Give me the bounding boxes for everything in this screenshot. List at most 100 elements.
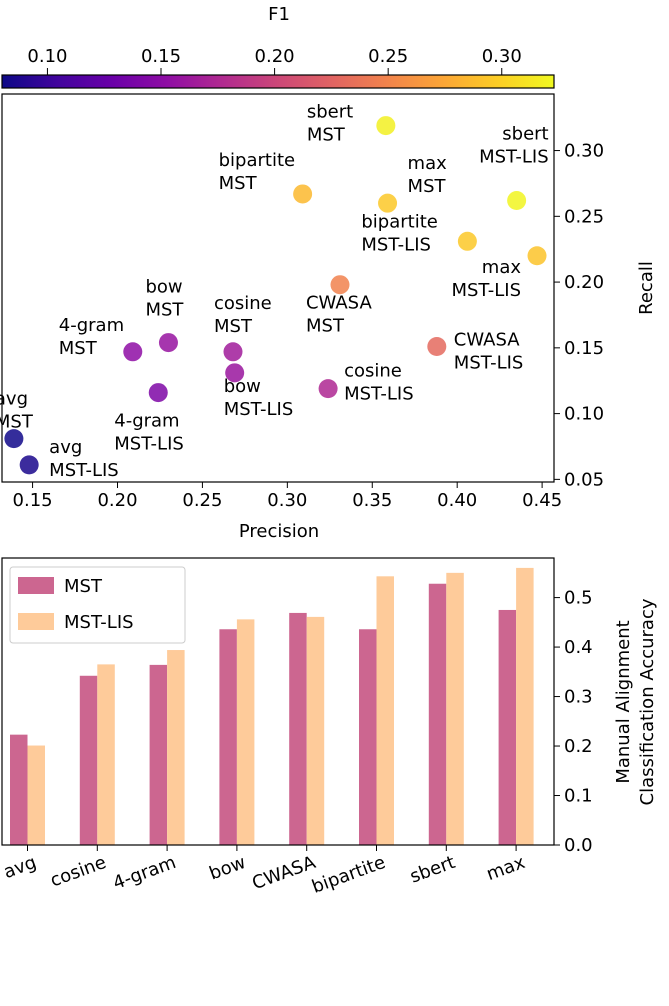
- bar-y-tick-label: 0.5: [564, 588, 593, 609]
- legend-swatch-mst-lis: [18, 613, 54, 630]
- point-label-4-gram-mst-variant: MST: [59, 338, 98, 359]
- point-label-avg-mst-lis-method: avg: [49, 437, 82, 458]
- point-label-bipartite-mst-variant: MST: [219, 173, 258, 194]
- point-label-cwasa-mst-variant: MST: [306, 316, 345, 337]
- legend: MST MST-LIS: [9, 566, 186, 644]
- bar-sbert-mst: [428, 583, 447, 845]
- bar-max-mst-lis: [516, 567, 534, 845]
- bar-y-tick-label: 0.0: [564, 835, 593, 856]
- point-label-bow-mst-method: bow: [145, 277, 182, 298]
- point-label-max-mst-method: max: [408, 153, 448, 174]
- scatter-x-tick-label: 0.45: [522, 490, 562, 511]
- bar-x-tick-label: avg: [1, 852, 39, 883]
- point-label-cosine-mst-method: cosine: [214, 293, 272, 314]
- point-bow-mst: [158, 333, 178, 353]
- point-label-bipartite-mst-lis-variant: MST-LIS: [361, 234, 431, 255]
- point-bipartite-mst-lis: [457, 231, 477, 251]
- point-label-cwasa-mst-method: CWASA: [306, 293, 372, 314]
- point-cwasa-mst-lis: [427, 337, 447, 357]
- bar-avg-mst-lis: [27, 745, 45, 845]
- point-label-max-mst-lis-variant: MST-LIS: [451, 280, 521, 301]
- point-label-sbert-mst-lis-method: sbert: [502, 124, 548, 145]
- point-label-bipartite-mst-lis-method: bipartite: [361, 211, 437, 232]
- bar-bow-mst: [219, 629, 237, 845]
- point-max-mst-lis: [527, 246, 547, 266]
- point-label-cosine-mst-lis-variant: MST-LIS: [344, 384, 414, 405]
- bar-y-axis-label-line-2: Classification Accuracy: [637, 598, 658, 805]
- point-avg-mst-lis: [19, 455, 39, 475]
- scatter-x-tick-label: 0.25: [182, 490, 222, 511]
- bar-bow-mst-lis: [236, 619, 255, 845]
- bar-x-tick-label: max: [484, 852, 528, 885]
- bar-max-mst: [498, 609, 517, 845]
- point-label-avg-mst-method: avg: [0, 389, 28, 410]
- bar-x-tick-label: cosine: [48, 852, 109, 891]
- scatter-y-tick-label: 0.05: [564, 469, 604, 490]
- bar-y-tick-label: 0.2: [564, 736, 593, 757]
- scatter-plot: 0.15 0.20 0.25 0.30 0.35 0.40 0.45 0.05 0.10 0.1…: [0, 93, 657, 542]
- bar-cwasa-mst: [289, 612, 307, 845]
- point-label-4-gram-mst-method: 4-gram: [59, 315, 124, 336]
- legend-swatch-mst: [18, 577, 54, 594]
- point-label-max-mst-lis-method: max: [482, 257, 522, 278]
- scatter-x-tick-label: 0.15: [13, 490, 53, 511]
- colorbar-tick-label: 0.10: [27, 46, 67, 67]
- legend-label-mst: MST: [64, 576, 103, 597]
- point-label-sbert-mst-method: sbert: [307, 102, 353, 123]
- point-label-bow-mst-variant: MST: [145, 300, 184, 321]
- bar-y-tick-label: 0.3: [564, 687, 593, 708]
- bar-cosine-mst: [79, 675, 98, 845]
- point-cosine-mst: [223, 342, 243, 362]
- point-label-sbert-mst-variant: MST: [307, 125, 346, 146]
- scatter-x-tick-label: 0.35: [352, 490, 392, 511]
- bar-plot-area: [1, 557, 555, 846]
- scatter-y-tick-label: 0.10: [564, 404, 604, 425]
- point-label-avg-mst-lis-variant: MST-LIS: [49, 460, 119, 481]
- bar-x-tick-label: sbert: [407, 852, 458, 888]
- bar-bipartite-mst-lis: [376, 576, 394, 845]
- bar-chart: 0.0 0.1 0.2 0.3 0.4 0.5 avg cosine 4-gram bow CWA…: [1, 557, 658, 898]
- bar-x-tick-label: CWASA: [249, 852, 319, 894]
- bar-cwasa-mst-lis: [306, 616, 325, 845]
- bar-avg-mst: [10, 734, 28, 845]
- scatter-y-tick-label: 0.30: [564, 141, 604, 162]
- legend-label-mst-lis: MST-LIS: [64, 612, 134, 633]
- point-label-sbert-mst-lis-variant: MST-LIS: [479, 147, 549, 168]
- point-label-cwasa-mst-lis-method: CWASA: [454, 330, 520, 351]
- colorbar-tick-label: 0.15: [141, 46, 181, 67]
- point-label-cosine-mst-lis-method: cosine: [344, 361, 402, 382]
- colorbar-gradient: [1, 74, 555, 89]
- colorbar: F1 0.10 0.15 0.20 0.25 0.30: [1, 4, 555, 89]
- bar-bipartite-mst: [359, 629, 377, 845]
- scatter-x-tick-label: 0.20: [97, 490, 137, 511]
- point-max-mst: [378, 193, 398, 213]
- point-cwasa-mst: [330, 275, 350, 295]
- point-bipartite-mst: [293, 184, 313, 204]
- bar-sbert-mst-lis: [446, 572, 464, 845]
- bar-y-tick-label: 0.1: [564, 786, 593, 807]
- point-label-bow-mst-lis-method: bow: [224, 376, 261, 397]
- colorbar-tick-label: 0.20: [255, 46, 295, 67]
- scatter-y-axis-label: Recall: [636, 261, 657, 315]
- point-cosine-mst-lis: [318, 379, 338, 399]
- point-label-avg-mst-variant: MST: [0, 412, 34, 433]
- scatter-x-tick-label: 0.30: [267, 490, 307, 511]
- colorbar-title: F1: [268, 4, 290, 25]
- colorbar-tick-label: 0.30: [482, 46, 522, 67]
- bar-4-gram-mst-lis: [167, 650, 185, 845]
- scatter-x-axis-label: Precision: [239, 521, 319, 542]
- point-bow-mst-lis: [225, 363, 245, 383]
- bar-x-tick-label: bipartite: [309, 852, 388, 898]
- point-4-gram-mst-lis: [148, 383, 168, 403]
- scatter-y-tick-label: 0.25: [564, 206, 604, 227]
- point-label-cosine-mst-variant: MST: [214, 316, 253, 337]
- bar-cosine-mst-lis: [97, 664, 115, 845]
- point-avg-mst: [4, 429, 24, 449]
- point-label-bow-mst-lis-variant: MST-LIS: [224, 399, 294, 420]
- point-label-cwasa-mst-lis-variant: MST-LIS: [454, 353, 524, 374]
- point-label-max-mst-variant: MST: [408, 176, 447, 197]
- point-label-4-gram-mst-lis-variant: MST-LIS: [114, 434, 184, 455]
- scatter-y-tick-label: 0.20: [564, 272, 604, 293]
- point-label-bipartite-mst-method: bipartite: [219, 150, 295, 171]
